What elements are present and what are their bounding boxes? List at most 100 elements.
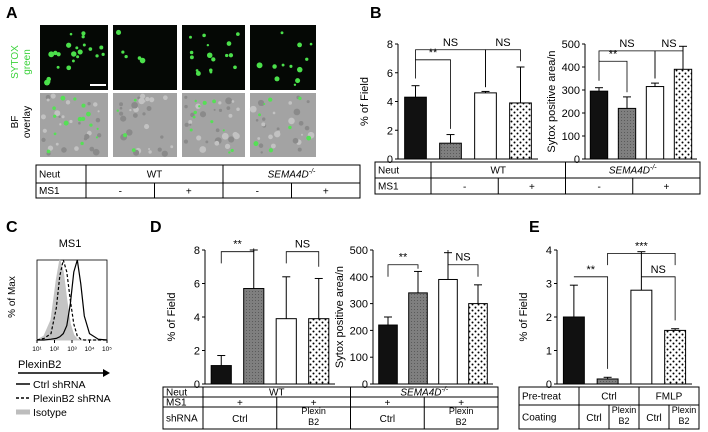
bf-texture xyxy=(89,146,95,152)
bf-green-spot xyxy=(46,149,51,154)
bar xyxy=(308,318,330,385)
table-group-label: WT xyxy=(147,170,163,181)
y-tick-label: 0 xyxy=(546,379,552,391)
y-tick-label: 200 xyxy=(350,325,368,337)
genotype-superscript: -/- xyxy=(442,387,449,394)
sytox-spot xyxy=(47,80,51,84)
bar xyxy=(630,289,653,385)
sytox-spot xyxy=(71,51,77,57)
bf-texture xyxy=(288,101,292,105)
bar xyxy=(408,292,428,385)
y-axis-label: % of Field xyxy=(359,77,371,126)
sytox-spot xyxy=(56,52,61,57)
bf-texture xyxy=(232,131,239,138)
panel-a-table: Neut WT SEMA4D-/- MS1 - + - + xyxy=(35,164,361,199)
bf-texture xyxy=(46,98,50,102)
bf-green-spot xyxy=(210,120,214,124)
table-cell: Plexin xyxy=(301,406,326,416)
significance-label: ** xyxy=(429,47,438,59)
bf-texture xyxy=(218,101,222,105)
bf-texture xyxy=(59,123,62,126)
bf-texture xyxy=(129,109,132,112)
bf-texture xyxy=(119,111,124,116)
bf-texture xyxy=(119,106,123,110)
bf-green-spot xyxy=(263,102,266,105)
bf-texture xyxy=(157,147,162,152)
sytox-spot xyxy=(189,35,192,39)
bf-texture xyxy=(92,148,100,156)
bf-green-spot xyxy=(96,127,99,130)
row-label-bf-1: BF xyxy=(10,116,21,129)
sytox-spot xyxy=(206,52,213,59)
table-row-label: MS1 xyxy=(166,398,187,409)
bar xyxy=(275,318,297,385)
table-cell: B2 xyxy=(456,417,467,427)
bf-texture xyxy=(119,102,123,107)
bf-texture xyxy=(184,95,188,99)
sytox-spot xyxy=(75,46,79,50)
y-tick-label: 6 xyxy=(194,279,200,291)
y-tick-label: 0 xyxy=(387,154,393,166)
table-group-label: SEMA4D-/- xyxy=(609,165,657,177)
table-row-label: Neut xyxy=(39,170,60,181)
bf-texture xyxy=(163,95,168,101)
sytox-spot xyxy=(206,43,210,47)
bf-texture xyxy=(97,133,102,138)
micrograph-grid xyxy=(40,25,316,157)
sytox-spot xyxy=(225,53,229,58)
bf-green-spot xyxy=(81,103,86,108)
sytox-spot xyxy=(274,76,280,82)
bf-texture xyxy=(199,146,207,153)
series-ctrl-shrna xyxy=(37,259,108,341)
bf-green-spot xyxy=(52,106,56,110)
y-tick-label: 500 xyxy=(350,245,368,257)
sytox-spot xyxy=(189,55,194,60)
bf-texture xyxy=(298,121,304,126)
bf-texture xyxy=(61,147,67,153)
y-tick-label: 0 xyxy=(194,379,200,391)
bf-texture xyxy=(140,93,146,99)
significance-label: NS xyxy=(619,38,634,50)
bf-texture xyxy=(78,121,81,125)
table-cell: Ctrl xyxy=(586,413,602,424)
bf-green-spot xyxy=(194,99,197,103)
table-cell: Plexin xyxy=(612,405,637,415)
bf-texture xyxy=(145,96,150,102)
table-cell: + xyxy=(237,398,243,409)
bf-texture xyxy=(132,113,138,118)
table-group-label: WT xyxy=(490,166,506,177)
sytox-spot xyxy=(272,64,277,69)
bf-texture xyxy=(257,137,261,140)
chart-d-field: 0 2 4 6 8 % of Field ** NS xyxy=(166,239,335,391)
genotype-name: SEMA4D xyxy=(268,170,309,181)
sytox-spot xyxy=(48,51,55,58)
y-tick-label: 2 xyxy=(194,346,200,358)
significance-label: NS xyxy=(651,264,666,276)
bf-texture xyxy=(50,93,56,99)
bf-green-spot xyxy=(122,133,128,138)
bf-texture xyxy=(196,135,202,141)
y-tick-label: 4 xyxy=(387,97,393,109)
table-cell: + xyxy=(663,182,669,193)
bf-texture xyxy=(55,142,59,146)
bf-texture xyxy=(188,119,193,124)
bf-texture xyxy=(148,150,152,154)
significance-bracket xyxy=(220,248,255,264)
bf-green-spot xyxy=(306,135,312,141)
sytox-spot xyxy=(202,33,206,38)
table-row-label: Coating xyxy=(522,413,556,424)
table-cell: + xyxy=(458,398,464,409)
sytox-spot xyxy=(226,41,232,46)
significance-bracket xyxy=(415,59,451,129)
bf-texture xyxy=(149,97,155,103)
row-label-bf-2: overlay xyxy=(22,106,33,138)
sytox-spot xyxy=(295,78,301,84)
bf-texture xyxy=(97,110,100,113)
y-tick-label: 0 xyxy=(574,154,580,166)
y-tick-label: 500 xyxy=(562,39,580,51)
sytox-spot xyxy=(309,42,313,46)
table-cell: Ctrl xyxy=(646,413,662,424)
table-row-label: MS1 xyxy=(378,182,399,193)
